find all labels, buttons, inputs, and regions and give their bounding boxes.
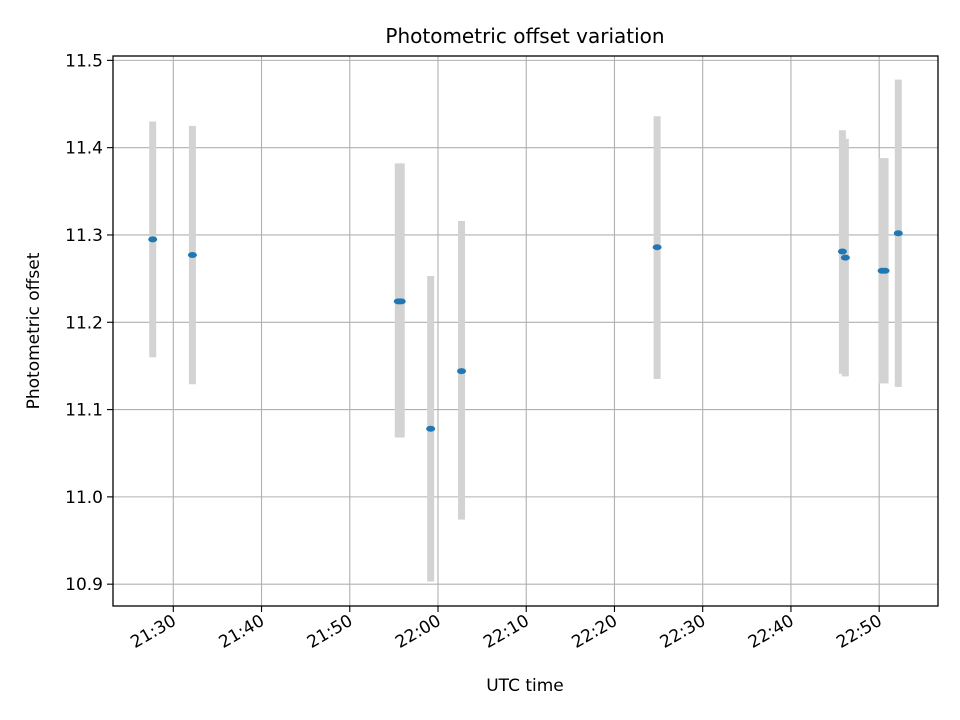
y-tick-label: 11.2 bbox=[65, 313, 103, 333]
data-point bbox=[837, 248, 847, 255]
y-tick-label: 11.4 bbox=[65, 139, 103, 159]
chart-title: Photometric offset variation bbox=[385, 24, 664, 48]
y-axis-ticks: 10.9 11.0 11.1 11.2 11.3 11.4 11.5 bbox=[65, 51, 113, 595]
plot-area-frame bbox=[112, 55, 939, 607]
grid-lines bbox=[113, 56, 938, 606]
data-point bbox=[396, 298, 406, 305]
y-tick-label: 11.5 bbox=[65, 51, 103, 71]
y-tick-label: 11.1 bbox=[65, 401, 103, 421]
y-axis-label: Photometric offset bbox=[24, 252, 44, 409]
data-point bbox=[652, 244, 662, 251]
data-point bbox=[187, 252, 197, 259]
data-point bbox=[426, 425, 436, 432]
y-tick-label: 11.0 bbox=[65, 488, 103, 508]
y-tick-label: 11.3 bbox=[65, 226, 103, 246]
data-point bbox=[148, 236, 158, 243]
x-axis-label: UTC time bbox=[486, 676, 564, 696]
data-point bbox=[457, 368, 467, 375]
data-point bbox=[893, 230, 903, 237]
data-points bbox=[148, 230, 903, 432]
data-point bbox=[840, 254, 850, 261]
data-point bbox=[880, 267, 890, 274]
y-tick-label: 10.9 bbox=[65, 575, 103, 595]
